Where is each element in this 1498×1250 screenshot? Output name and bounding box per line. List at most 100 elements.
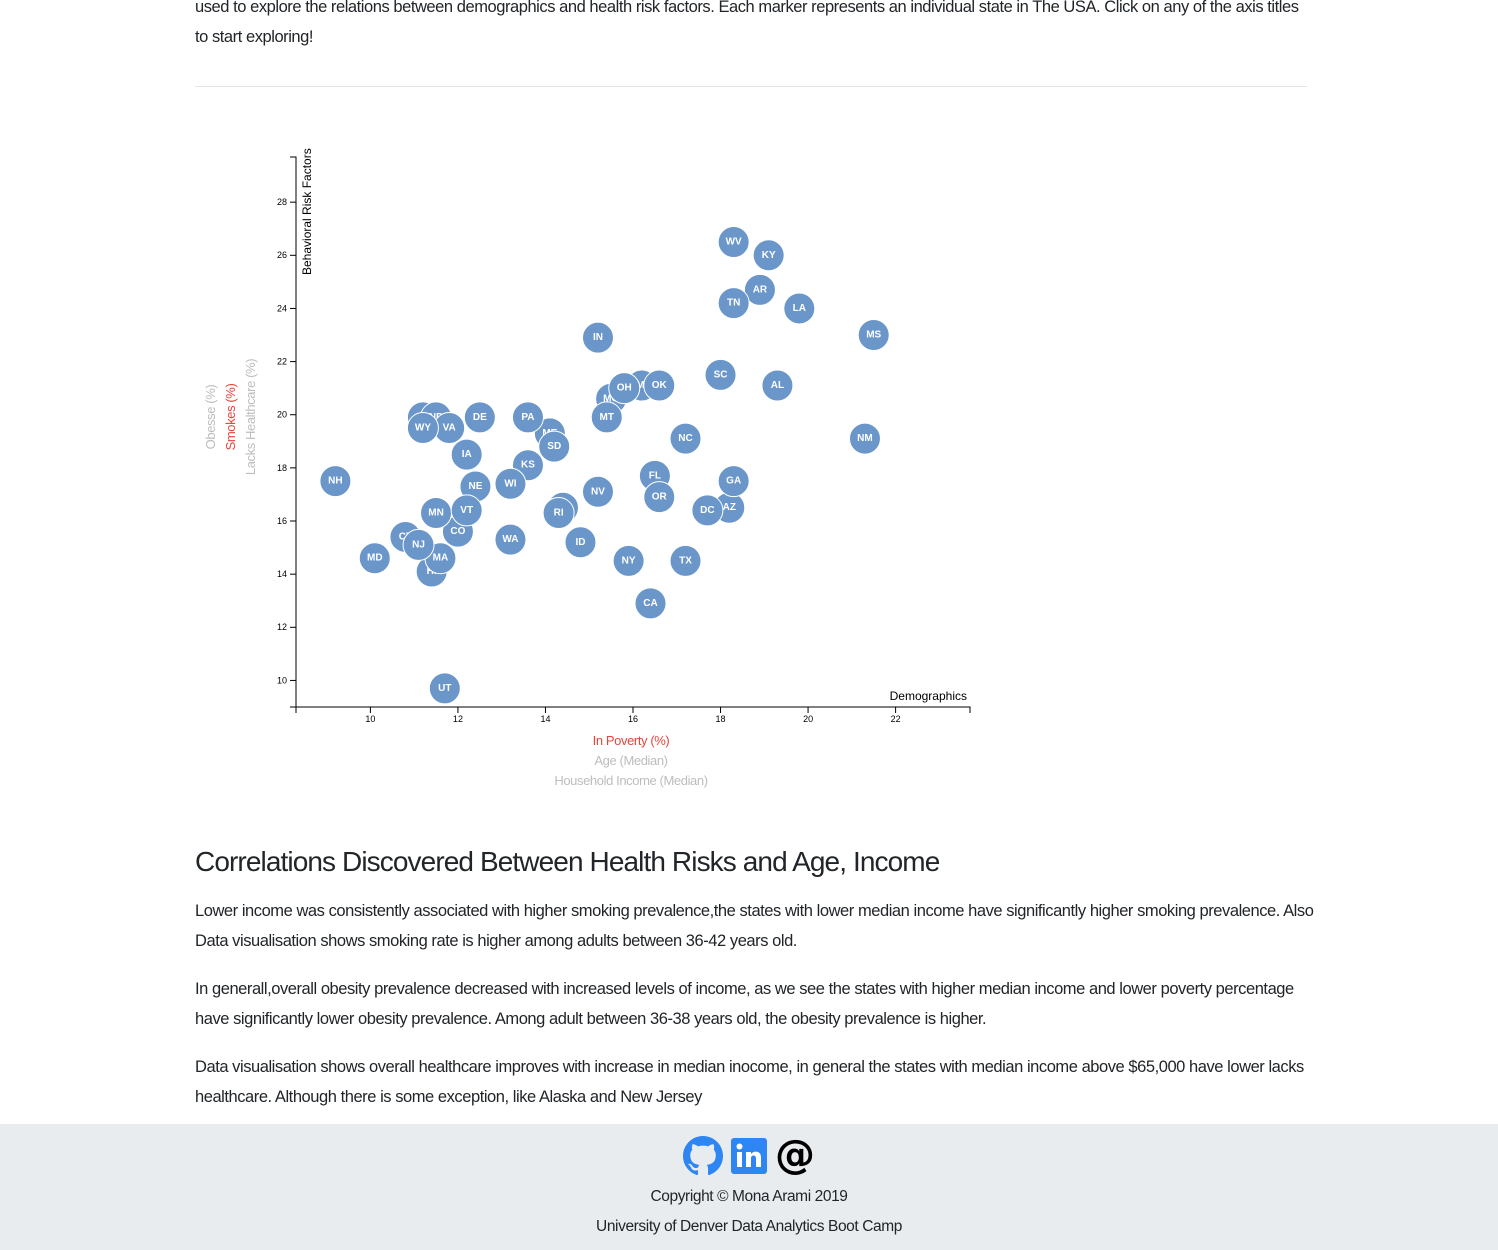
state-marker-nm[interactable]: NM xyxy=(848,422,881,455)
x-axis-title-1[interactable]: Age (Median) xyxy=(594,753,668,768)
state-marker-oh[interactable]: OH xyxy=(608,372,641,405)
state-circle[interactable] xyxy=(494,523,527,556)
state-circle[interactable] xyxy=(717,287,750,320)
state-marker-ar[interactable]: AR xyxy=(743,273,776,306)
state-circle[interactable] xyxy=(717,226,750,259)
state-marker-ca[interactable]: CA xyxy=(634,587,667,620)
state-circle[interactable] xyxy=(717,465,750,498)
state-marker-ms[interactable]: MS xyxy=(857,319,890,352)
state-marker-tn[interactable]: TN xyxy=(717,287,750,320)
email-link[interactable]: @ xyxy=(775,1132,815,1178)
state-circle[interactable] xyxy=(428,672,461,705)
x-tick: 22 xyxy=(891,707,901,724)
state-circle[interactable] xyxy=(538,430,571,463)
state-marker-vt[interactable]: VT xyxy=(450,494,483,527)
state-marker-wv[interactable]: WV xyxy=(717,226,750,259)
state-circle[interactable] xyxy=(761,369,794,402)
state-marker-ut[interactable]: UT xyxy=(428,672,461,705)
state-marker-tx[interactable]: TX xyxy=(669,544,702,577)
state-circle[interactable] xyxy=(319,465,352,498)
state-marker-wi[interactable]: WI xyxy=(494,467,527,500)
state-circle[interactable] xyxy=(450,494,483,527)
y-tick-label: 14 xyxy=(277,569,287,579)
state-abbr-label: DE xyxy=(473,412,487,423)
state-marker-al[interactable]: AL xyxy=(761,369,794,402)
state-circle[interactable] xyxy=(608,372,641,405)
y-axis-title-0[interactable]: Obesse (%) xyxy=(203,385,218,450)
state-marker-in[interactable]: IN xyxy=(581,321,614,354)
state-marker-la[interactable]: LA xyxy=(783,292,816,325)
y-tick: 10 xyxy=(277,675,296,685)
state-marker-ia[interactable]: IA xyxy=(450,438,483,471)
state-marker-wa[interactable]: WA xyxy=(494,523,527,556)
state-abbr-label: CO xyxy=(450,526,465,537)
state-circle[interactable] xyxy=(643,481,676,514)
state-circle[interactable] xyxy=(643,369,676,402)
state-circle[interactable] xyxy=(783,292,816,325)
state-circle[interactable] xyxy=(542,497,575,530)
github-link[interactable] xyxy=(683,1136,723,1176)
state-abbr-label: AZ xyxy=(723,502,736,513)
state-circle[interactable] xyxy=(450,438,483,471)
state-abbr-label: TX xyxy=(679,555,692,566)
state-marker-or[interactable]: OR xyxy=(643,481,676,514)
state-marker-ok[interactable]: OK xyxy=(643,369,676,402)
state-circle[interactable] xyxy=(581,475,614,508)
state-marker-ny[interactable]: NY xyxy=(612,544,645,577)
state-marker-mn[interactable]: MN xyxy=(420,497,453,530)
state-abbr-label: NE xyxy=(468,481,482,492)
state-marker-md[interactable]: MD xyxy=(358,542,391,575)
x-tick: 14 xyxy=(540,707,550,724)
state-circle[interactable] xyxy=(691,494,724,527)
state-circle[interactable] xyxy=(848,422,881,455)
linkedin-link[interactable] xyxy=(729,1136,769,1176)
state-marker-pa[interactable]: PA xyxy=(511,401,544,434)
state-marker-nv[interactable]: NV xyxy=(581,475,614,508)
state-circle[interactable] xyxy=(463,401,496,434)
state-circle[interactable] xyxy=(704,358,737,391)
state-marker-de[interactable]: DE xyxy=(463,401,496,434)
state-marker-nc[interactable]: NC xyxy=(669,422,702,455)
state-abbr-label: MA xyxy=(433,553,449,564)
state-circle[interactable] xyxy=(669,422,702,455)
state-circle[interactable] xyxy=(634,587,667,620)
y-tick: 12 xyxy=(277,622,296,632)
state-abbr-label: IA xyxy=(462,449,472,460)
state-marker-sc[interactable]: SC xyxy=(704,358,737,391)
state-circle[interactable] xyxy=(402,528,435,561)
analysis-paragraph-1: Lower income was consistently associated… xyxy=(195,902,1314,950)
state-marker-ga[interactable]: GA xyxy=(717,465,750,498)
y-axis-title-1[interactable]: Smokes (%) xyxy=(223,384,238,451)
state-abbr-label: FL xyxy=(649,470,661,481)
state-abbr-label: NM xyxy=(857,433,873,444)
state-marker-nj[interactable]: NJ xyxy=(402,528,435,561)
state-marker-dc[interactable]: DC xyxy=(691,494,724,527)
state-marker-ri[interactable]: RI xyxy=(542,497,575,530)
state-marker-id[interactable]: ID xyxy=(564,526,597,559)
state-circle[interactable] xyxy=(669,544,702,577)
state-circle[interactable] xyxy=(358,542,391,575)
state-circle[interactable] xyxy=(581,321,614,354)
x-axis-title-0[interactable]: In Poverty (%) xyxy=(593,733,670,748)
state-abbr-label: VT xyxy=(460,505,473,516)
x-tick-label: 12 xyxy=(453,714,463,724)
state-circle[interactable] xyxy=(857,319,890,352)
state-circle[interactable] xyxy=(406,412,439,445)
state-circle[interactable] xyxy=(752,239,785,272)
state-marker-ky[interactable]: KY xyxy=(752,239,785,272)
state-circle[interactable] xyxy=(590,401,623,434)
y-axis-title-2[interactable]: Lacks Healthcare (%) xyxy=(243,359,258,475)
state-circle[interactable] xyxy=(612,544,645,577)
state-marker-sd[interactable]: SD xyxy=(538,430,571,463)
state-abbr-label: MI xyxy=(636,380,647,391)
state-circle[interactable] xyxy=(494,467,527,500)
state-abbr-label: NH xyxy=(328,476,342,487)
state-circle[interactable] xyxy=(564,526,597,559)
x-axis-title-2[interactable]: Household Income (Median) xyxy=(554,773,708,788)
state-marker-nh[interactable]: NH xyxy=(319,465,352,498)
state-marker-mt[interactable]: MT xyxy=(590,401,623,434)
state-marker-wy[interactable]: WY xyxy=(406,412,439,445)
state-circle[interactable] xyxy=(743,273,776,306)
y-tick-label: 24 xyxy=(277,303,287,313)
state-circle[interactable] xyxy=(511,401,544,434)
